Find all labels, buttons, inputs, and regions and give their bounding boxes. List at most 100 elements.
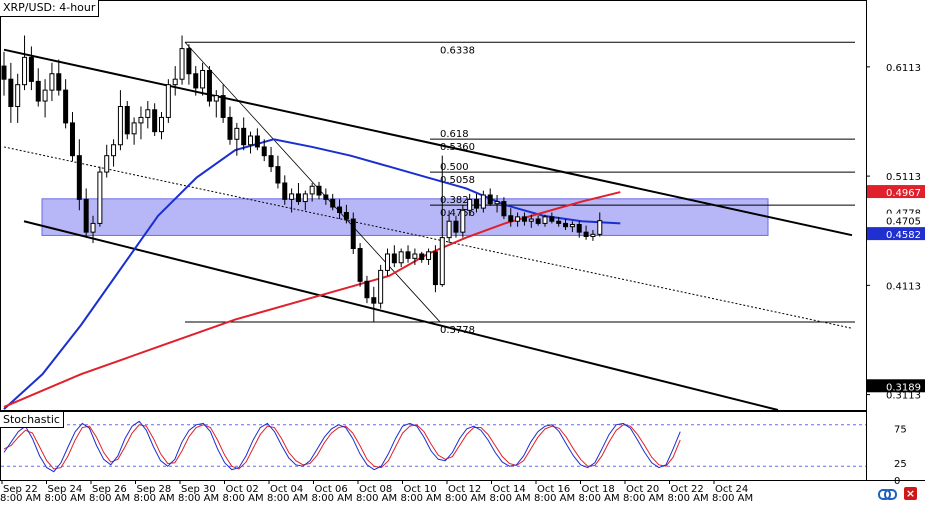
time-date-label: Sep 24 xyxy=(48,484,83,495)
time-date-label: Oct 24 xyxy=(715,484,748,495)
candle-body xyxy=(234,127,240,140)
candle-body xyxy=(494,201,500,205)
stochastic-level-label: 0 xyxy=(894,476,900,487)
price-tick-label: 0.6113 xyxy=(886,63,921,74)
candle-body xyxy=(535,218,541,224)
candle-body xyxy=(42,89,48,102)
candle-body xyxy=(241,127,247,146)
channel-upper-line xyxy=(3,48,853,237)
price-tag xyxy=(867,227,925,241)
candle-body xyxy=(111,144,117,157)
candle-body xyxy=(323,194,329,200)
candle-body xyxy=(138,116,144,124)
fib-ratio-label: 0.382 xyxy=(440,195,469,206)
price-tick-label: 0.5113 xyxy=(886,172,921,183)
stochastic-d-line xyxy=(3,424,681,470)
sma-red-line xyxy=(3,191,621,408)
candle-body xyxy=(35,80,41,102)
candle-body xyxy=(200,69,206,89)
time-time-label: 8:00 AM xyxy=(668,493,709,503)
candle-body xyxy=(261,146,267,157)
candle-body xyxy=(343,211,349,220)
candle-body xyxy=(583,231,589,238)
fib-high-label: 0.6338 xyxy=(440,45,475,56)
price-tick-label: 0.3113 xyxy=(886,391,921,402)
candle-body xyxy=(398,251,404,264)
candle-body xyxy=(412,253,418,259)
channel-lower-line xyxy=(23,220,779,411)
time-time-label: 8:00 AM xyxy=(178,493,219,503)
candle-body xyxy=(206,69,212,102)
candle-body xyxy=(508,215,514,222)
candle-body xyxy=(76,155,82,200)
candle-body xyxy=(371,297,377,304)
stochastic-level-label: 75 xyxy=(894,424,907,435)
candle-body xyxy=(97,171,103,224)
time-time-label: 8:00 AM xyxy=(445,493,486,503)
candle-body xyxy=(117,106,123,146)
fib-price-label: 0.4756 xyxy=(440,208,475,219)
candle-body xyxy=(220,95,226,118)
candle-body xyxy=(515,216,521,222)
candle-body xyxy=(316,185,322,196)
candle-body xyxy=(302,193,308,203)
stochastic-level-label: 25 xyxy=(894,459,907,470)
candle-body xyxy=(521,216,527,222)
candle-body xyxy=(528,218,534,222)
time-date-label: Sep 22 xyxy=(3,484,38,495)
candle-body xyxy=(391,253,397,264)
candle-body xyxy=(350,218,356,250)
candle-body xyxy=(337,206,343,213)
candle-body xyxy=(453,220,459,233)
candle-body xyxy=(56,73,62,91)
candle-body xyxy=(439,237,445,286)
candle-body xyxy=(145,109,151,118)
fib-price-label: 0.5360 xyxy=(440,142,475,153)
candle-body xyxy=(432,251,438,286)
fib-ratio-label: 0.618 xyxy=(440,129,469,140)
candle-body xyxy=(83,198,89,233)
candle-body xyxy=(563,222,569,228)
candle-body xyxy=(213,95,219,102)
candle-body xyxy=(275,166,281,184)
time-time-label: 8:00 AM xyxy=(312,493,353,503)
price-tag-label: 0.4967 xyxy=(886,188,921,199)
candle-body xyxy=(446,220,452,239)
candle-body xyxy=(467,198,473,211)
time-date-label: Oct 20 xyxy=(626,484,659,495)
link-icon[interactable] xyxy=(878,488,897,500)
candle-body xyxy=(378,269,384,304)
candle-body xyxy=(63,89,69,124)
price-tag-label: 0.3189 xyxy=(886,382,921,393)
time-time-label: 8:00 AM xyxy=(0,493,41,503)
time-date-label: Oct 12 xyxy=(448,484,481,495)
fib-price-label: 0.5058 xyxy=(440,175,475,186)
candle-body xyxy=(1,65,7,80)
candle-body xyxy=(501,201,507,217)
time-date-label: Oct 22 xyxy=(671,484,704,495)
candle-body xyxy=(556,220,562,224)
time-date-label: Sep 28 xyxy=(137,484,172,495)
candle-body xyxy=(104,155,110,173)
candle-body xyxy=(22,56,28,86)
resistance-zone xyxy=(41,198,769,236)
candle-body xyxy=(569,224,575,228)
time-time-label: 8:00 AM xyxy=(89,493,130,503)
candle-body xyxy=(282,182,288,200)
bottom-icons: × xyxy=(878,487,917,500)
candle-body xyxy=(248,135,254,146)
candle-body xyxy=(49,73,55,91)
price-tag xyxy=(867,213,925,227)
time-date-label: Oct 08 xyxy=(359,484,392,495)
close-icon[interactable]: × xyxy=(904,487,917,500)
price-tag-label: 0.4705 xyxy=(886,217,921,228)
candle-body xyxy=(480,194,486,209)
candle-body xyxy=(227,116,233,140)
candle-body xyxy=(179,48,185,80)
candle-body xyxy=(460,209,466,233)
time-date-label: Oct 16 xyxy=(537,484,570,495)
time-time-label: 8:00 AM xyxy=(45,493,86,503)
time-date-label: Oct 18 xyxy=(582,484,615,495)
sma-blue-line xyxy=(3,138,621,410)
